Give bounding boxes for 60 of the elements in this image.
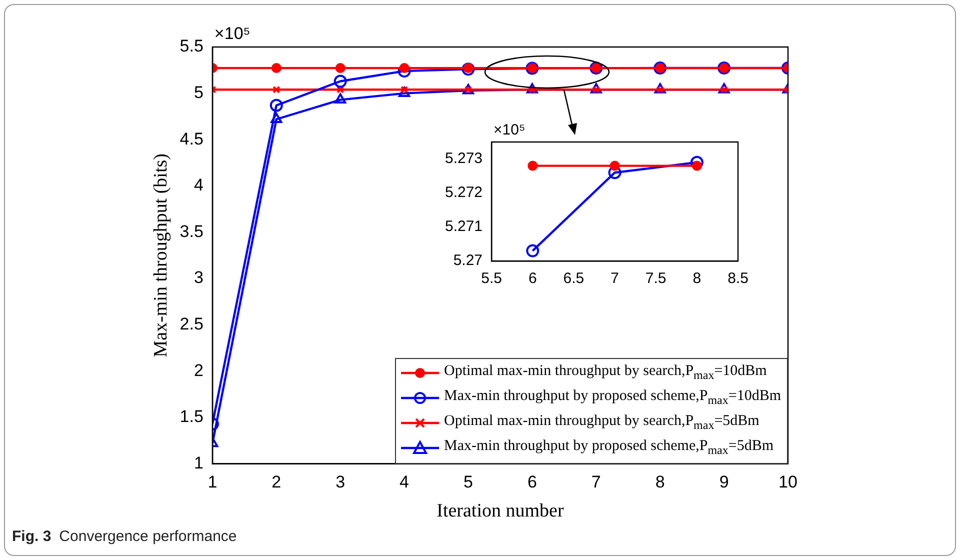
point (463, 63, 474, 74)
point (399, 63, 410, 74)
y-tick-label: 2 (194, 360, 204, 380)
y-tick-label: 4 (194, 176, 204, 195)
legend-label: Optimal max-min throughput by search,P$_{max}$=10dBm (444, 362, 767, 384)
y-tick-label: 2.5 (180, 314, 204, 334)
point (462, 62, 475, 76)
y-tick-label: 5.271 (444, 218, 483, 236)
point (270, 98, 283, 112)
x-tick-label: 4 (400, 472, 410, 492)
point (335, 63, 346, 74)
x-tick-label: 8 (655, 472, 665, 492)
point (272, 86, 280, 94)
x-tick-label: 2 (272, 472, 282, 492)
x-tick-label: 9 (719, 472, 729, 492)
x-tick-label: 5.5 (481, 270, 502, 288)
point (334, 93, 346, 104)
point (526, 83, 538, 94)
y-tick-label: 4.5 (180, 129, 204, 148)
point (526, 244, 540, 258)
text: Convergence performance (59, 528, 237, 545)
annotation: ×10⁵ (494, 122, 526, 139)
point (271, 63, 282, 74)
x-tick-label: 1 (208, 472, 218, 492)
point (610, 160, 620, 171)
legend-label: Max-min throughput by proposed scheme,P$_{max}$=10dBm (444, 386, 782, 409)
point (654, 83, 666, 94)
x-tick-label: 6 (528, 270, 537, 288)
point (334, 74, 347, 88)
point (398, 86, 410, 98)
point (590, 83, 602, 94)
x-tick-label: 8.5 (728, 270, 748, 288)
caption: Fig. 3 (12, 528, 52, 545)
y-tick-label: 5.27 (453, 252, 483, 270)
y-tick-label: 1 (194, 453, 204, 472)
x-tick-label: 7 (610, 270, 619, 288)
x-tick-label: 8 (692, 270, 702, 288)
y-tick-label: 5.5 (180, 36, 204, 56)
x-axis-title: Iteration number (436, 500, 564, 522)
y-tick-label: 3.5 (180, 222, 204, 241)
x-tick-label: 6 (527, 472, 537, 492)
point (690, 156, 704, 169)
x-tick-label: 6.5 (563, 270, 584, 288)
y-tick-label: 5 (194, 83, 204, 102)
point (608, 166, 622, 180)
text: ×10⁵ (214, 24, 250, 44)
y-axis-title: Max-min throughput (bits) (150, 154, 172, 358)
point (270, 112, 282, 123)
x-tick-label: 7 (591, 472, 601, 492)
y-tick-label: 5.273 (444, 150, 483, 168)
y-tick-label: 1.5 (180, 407, 204, 426)
point (528, 160, 538, 171)
x-tick-label: 3 (336, 472, 346, 492)
x-tick-label: 7.5 (645, 270, 666, 288)
legend-label: Max-min throughput by proposed scheme,P$_{max}$=5dBm (444, 436, 774, 459)
legend-label: Optimal max-min throughput by search,P$_{max}$=5dBm (444, 412, 760, 434)
y-tick-label: 5.272 (444, 184, 483, 202)
x-tick-label: 10 (778, 472, 798, 492)
point (718, 83, 730, 94)
point (692, 160, 702, 171)
